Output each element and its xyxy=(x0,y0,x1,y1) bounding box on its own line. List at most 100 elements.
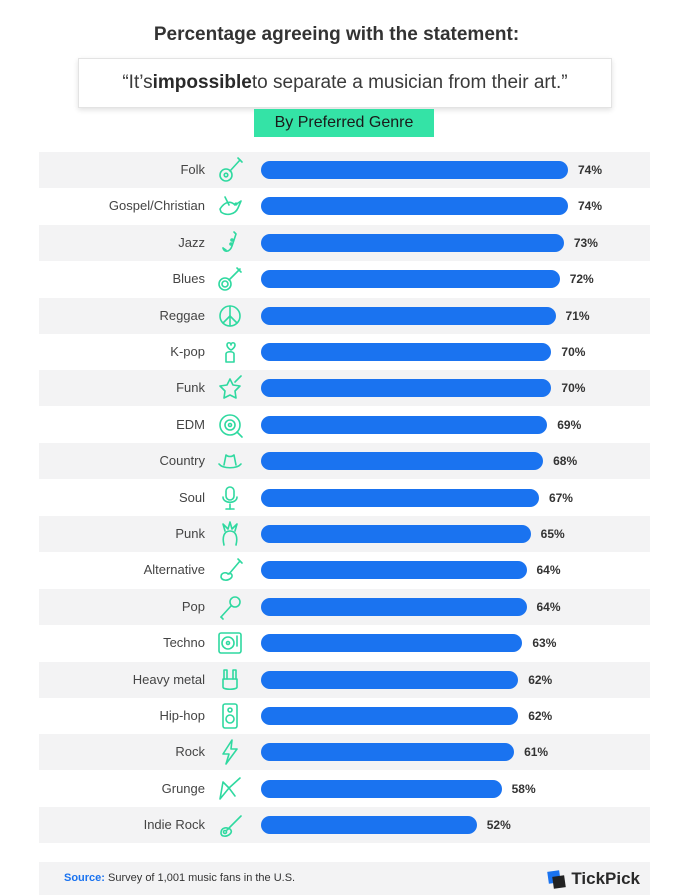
chart-row: Gospel/Christian 74% xyxy=(39,188,650,224)
statement-pre: “It’s xyxy=(122,72,153,93)
chart-row: Folk 74% xyxy=(39,152,650,188)
bar xyxy=(261,452,544,471)
category-label: Gospel/Christian xyxy=(108,198,205,214)
brand-name: TickPick xyxy=(571,869,640,888)
finger-heart-icon xyxy=(215,337,245,367)
category-label: Blues xyxy=(172,271,205,287)
chart-row: Grunge 58% xyxy=(39,771,650,807)
statement-post: to separate a musician from their art.” xyxy=(251,72,568,93)
bar xyxy=(261,707,519,725)
bar xyxy=(261,561,527,580)
category-label: Reggae xyxy=(159,307,205,323)
bar xyxy=(261,743,515,762)
category-label: Alternative xyxy=(143,562,205,578)
bar xyxy=(261,343,552,361)
category-label: Pop xyxy=(181,598,205,614)
indie-guitar-icon xyxy=(215,810,245,840)
category-label: Country xyxy=(159,453,205,469)
lightning-icon xyxy=(215,737,245,767)
vinyl-record-icon xyxy=(215,410,245,440)
chart-row: Reggae 71% xyxy=(39,297,650,334)
chart-row: Punk 65% xyxy=(39,516,650,552)
footer: Source: Survey of 1,001 music fans in th… xyxy=(39,862,650,895)
value-label: 67% xyxy=(548,490,573,505)
brand: TickPick xyxy=(545,867,640,891)
value-label: 71% xyxy=(565,308,590,323)
value-label: 52% xyxy=(486,818,511,833)
bar xyxy=(261,379,552,398)
chart-row: Pop 64% xyxy=(39,588,650,625)
value-label: 62% xyxy=(528,672,553,687)
bar xyxy=(261,270,560,289)
value-label: 64% xyxy=(536,599,561,614)
dove-icon xyxy=(215,191,245,221)
bar xyxy=(261,197,568,216)
bar xyxy=(261,779,502,798)
category-label: K-pop xyxy=(170,344,205,359)
value-label: 74% xyxy=(578,163,603,177)
microphone-icon xyxy=(215,483,245,513)
category-label: Funk xyxy=(176,380,205,396)
value-label: 63% xyxy=(532,636,557,651)
chart-row: Soul 67% xyxy=(39,480,650,516)
value-label: 65% xyxy=(540,527,565,541)
chart-row: Heavy metal 62% xyxy=(39,661,650,698)
banjo-icon xyxy=(215,264,245,294)
punk-head-icon xyxy=(215,519,245,549)
speaker-icon xyxy=(215,701,245,731)
source-text: Survey of 1,001 music fans in the U.S. xyxy=(104,872,296,884)
category-label: Punk xyxy=(175,526,205,541)
value-label: 72% xyxy=(569,272,594,287)
chart-row: Funk 70% xyxy=(39,370,650,407)
source-note: Source: Survey of 1,001 music fans in th… xyxy=(64,862,295,895)
chart-row: EDM 69% xyxy=(39,407,650,443)
genre-badge: By Preferred Genre xyxy=(254,109,434,137)
category-label: Rock xyxy=(175,744,205,760)
category-label: Soul xyxy=(178,489,205,505)
flying-v-guitar-icon xyxy=(215,774,245,804)
category-label: Techno xyxy=(163,635,205,651)
bar xyxy=(261,415,548,434)
chart-row: Indie Rock 52% xyxy=(39,807,650,844)
value-label: 61% xyxy=(524,745,549,760)
guitar-icon xyxy=(215,155,245,185)
value-label: 64% xyxy=(536,563,561,578)
bar xyxy=(261,670,519,689)
chart-row: K-pop 70% xyxy=(39,334,650,370)
turntable-icon xyxy=(215,628,245,658)
value-label: 70% xyxy=(561,381,586,396)
category-label: Indie Rock xyxy=(143,817,205,833)
karaoke-mic-icon xyxy=(215,592,245,622)
category-label: EDM xyxy=(176,416,205,432)
category-label: Folk xyxy=(180,162,205,177)
rock-hand-icon xyxy=(215,665,245,695)
source-label: Source: xyxy=(64,872,105,884)
chart-row: Rock 61% xyxy=(39,734,650,771)
bar xyxy=(261,634,523,653)
chart-title: Percentage agreeing with the statement: xyxy=(153,24,520,45)
value-label: 69% xyxy=(557,417,582,432)
bar xyxy=(261,525,531,543)
electric-guitar-icon xyxy=(215,555,245,585)
value-label: 70% xyxy=(561,345,586,359)
bar xyxy=(261,161,568,179)
statement-box: “It’s impossible to separate a musician … xyxy=(78,58,612,108)
chart-row: Techno 63% xyxy=(39,625,650,661)
chart-row: Country 68% xyxy=(39,443,650,480)
category-label: Hip-hop xyxy=(159,708,205,723)
bar xyxy=(261,233,564,252)
bar xyxy=(261,816,477,835)
value-label: 73% xyxy=(573,235,598,250)
saxophone-icon xyxy=(215,228,245,258)
bar xyxy=(261,597,527,616)
bar xyxy=(261,488,539,507)
peace-icon xyxy=(215,301,245,331)
tickpick-logo-icon xyxy=(547,870,567,889)
statement-bold: impossible xyxy=(152,72,252,93)
value-label: 62% xyxy=(528,709,553,723)
rock-star-guitar-icon xyxy=(215,373,245,403)
category-label: Heavy metal xyxy=(132,671,205,687)
chart-row: Hip-hop 62% xyxy=(39,698,650,734)
value-label: 58% xyxy=(511,781,536,796)
chart-row: Blues 72% xyxy=(39,261,650,297)
